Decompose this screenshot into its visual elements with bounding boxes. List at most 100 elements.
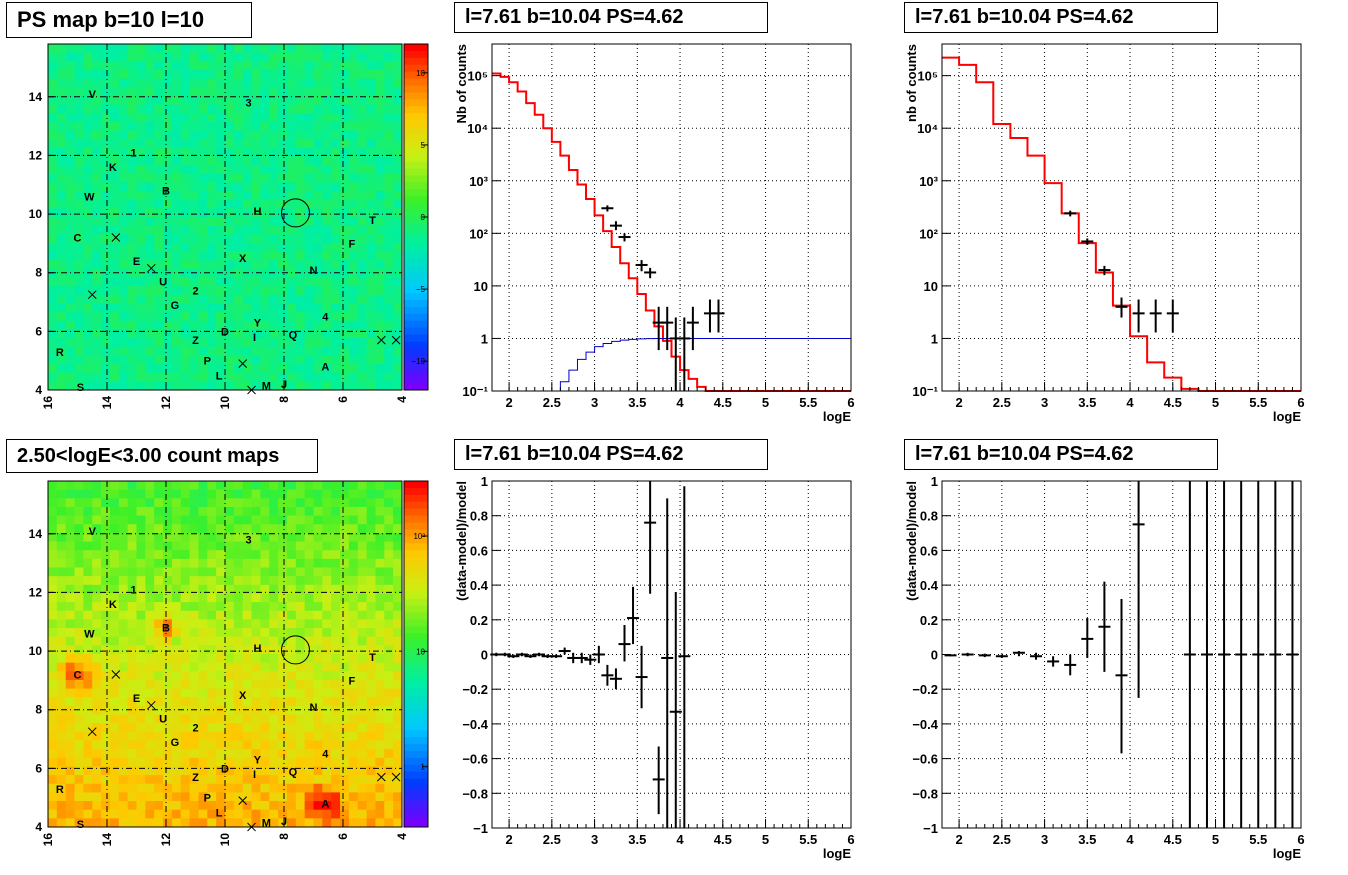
map-pixel [304, 489, 314, 499]
map-pixel [118, 346, 128, 356]
map-pixel [109, 182, 120, 192]
map-pixel [171, 697, 182, 707]
colorbar-tick-label: 10 [416, 647, 425, 656]
map-pixel [331, 515, 341, 525]
map-pixel [154, 567, 164, 577]
colorbar-cell [404, 737, 428, 745]
map-pixel [322, 95, 332, 105]
map-pixel [322, 69, 332, 79]
map-pixel [348, 69, 359, 79]
map-pixel [375, 121, 385, 131]
map-pixel [384, 208, 394, 218]
map-pixel [145, 809, 155, 819]
map-pixel [366, 268, 376, 278]
map-pixel [269, 225, 279, 235]
map-pixel [313, 364, 323, 373]
map-pixel [286, 165, 297, 175]
map-pixel [101, 225, 111, 235]
map-pixel [145, 567, 155, 577]
map-pixel [127, 705, 137, 715]
map-pixel [366, 121, 376, 131]
map-pixel [65, 645, 75, 655]
map-pixel [216, 749, 226, 759]
map-pixel [242, 515, 252, 525]
map-pixel [171, 277, 182, 287]
map-pixel [101, 654, 111, 663]
map-pixel [233, 312, 243, 322]
map-pixel [260, 121, 270, 131]
map-pixel [207, 628, 217, 637]
map-pixel [163, 688, 173, 698]
map-pixel [163, 602, 173, 612]
map-pixel [65, 801, 75, 810]
map-pixel [348, 645, 359, 655]
map-pixel [109, 662, 120, 672]
map-pixel [154, 610, 164, 620]
map-pixel [393, 268, 403, 278]
map-pixel [207, 749, 217, 759]
map-pixel [56, 173, 66, 183]
map-pixel [269, 671, 279, 681]
map-pixel [260, 199, 270, 209]
map-pixel [189, 792, 199, 802]
map-pixel [163, 113, 173, 123]
map-pixel [260, 294, 270, 304]
map-pixel [171, 584, 182, 594]
map-pixel [260, 801, 270, 810]
map-pixel [101, 792, 111, 802]
map-pixel [163, 303, 173, 313]
map-pixel [74, 286, 84, 296]
map-pixel [127, 329, 137, 339]
source-label: X [239, 253, 247, 265]
map-pixel [393, 69, 403, 79]
map-pixel [92, 364, 102, 373]
map-pixel [180, 740, 190, 750]
map-pixel [375, 173, 385, 183]
map-pixel [83, 52, 93, 62]
map-pixel [260, 506, 270, 516]
map-pixel [375, 723, 385, 733]
map-pixel [163, 364, 173, 373]
map-pixel [260, 775, 270, 785]
map-pixel [348, 636, 359, 646]
map-pixel [136, 697, 146, 707]
map-pixel [393, 792, 403, 802]
map-pixel [56, 558, 66, 568]
map-pixel [322, 714, 332, 724]
map-pixel [260, 558, 270, 568]
map-pixel [251, 182, 261, 192]
map-pixel [295, 610, 305, 620]
map-pixel [357, 481, 367, 490]
map-pixel [74, 783, 84, 793]
map-pixel [340, 498, 350, 508]
map-y-tick-label: 14 [29, 90, 43, 104]
map-pixel [278, 619, 288, 629]
map-pixel [189, 584, 199, 594]
map-pixel [304, 558, 314, 568]
map-pixel [295, 355, 305, 365]
map-pixel [48, 121, 58, 131]
map-pixel [198, 208, 208, 218]
map-pixel [233, 234, 243, 244]
map-pixel [269, 766, 279, 776]
map-pixel [393, 662, 403, 672]
map-pixel [269, 95, 279, 105]
map-pixel [154, 662, 164, 672]
map-pixel [331, 809, 341, 819]
map-pixel [127, 775, 137, 785]
map-pixel [233, 294, 243, 304]
colorbar-tick-label: −5 [416, 285, 426, 294]
map-pixel [242, 532, 252, 542]
map-pixel [118, 775, 128, 785]
map-pixel [286, 208, 297, 218]
y-tick-label: −0.8 [912, 786, 938, 801]
map-pixel [313, 381, 323, 391]
map-pixel [260, 303, 270, 313]
map-pixel [74, 818, 84, 828]
map-pixel [313, 705, 323, 715]
map-pixel [322, 303, 332, 313]
colorbar-tick-label: 5 [421, 141, 426, 150]
map-pixel [101, 234, 111, 244]
map-pixel [216, 61, 226, 71]
map-pixel [340, 792, 350, 802]
